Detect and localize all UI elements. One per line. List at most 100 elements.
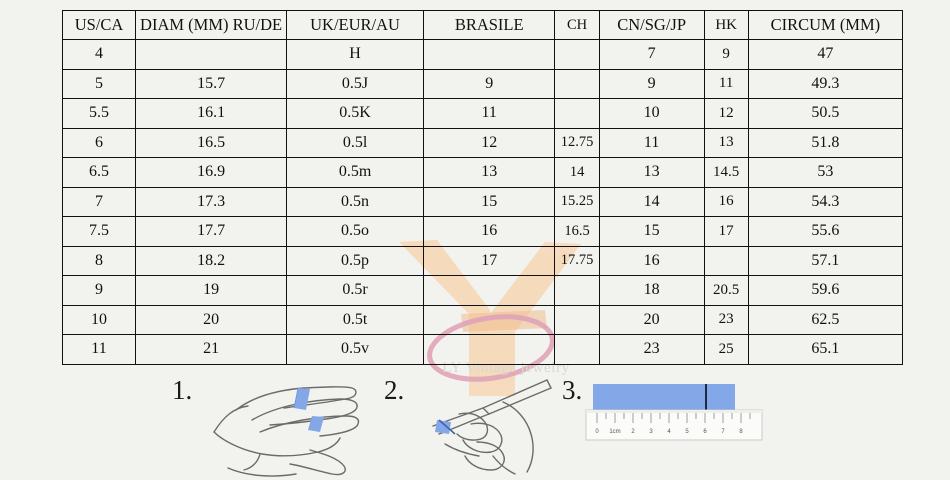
cell-us-ca: 4 (62, 39, 136, 70)
cell-circum: 53 (747, 157, 904, 188)
cell-hk: 11 (703, 68, 749, 99)
cell-ch (554, 334, 600, 365)
cell-uk-eur-au: 0.5n (286, 186, 424, 217)
cell-circum: 65.1 (747, 334, 904, 365)
cell-brasile: 17 (422, 245, 556, 276)
column-header-diam-ru-de: DIAM (MM) RU/DE (134, 10, 288, 40)
cell-cn-sg-jp: 13 (598, 157, 705, 188)
cell-ch (554, 98, 600, 129)
cell-hk: 20.5 (703, 275, 749, 306)
cell-us-ca: 5.5 (62, 98, 136, 129)
ruler-tick-label: 6 (703, 429, 707, 435)
cell-us-ca: 6 (62, 127, 136, 158)
cell-ch (554, 39, 600, 70)
cell-ch (554, 68, 600, 99)
table-row: 6.5 16.9 0.5m 13 14 13 14.5 53 (62, 157, 904, 188)
column-header-hk: HK (703, 10, 749, 40)
cell-ch: 16.5 (554, 216, 600, 247)
cell-brasile (422, 275, 556, 306)
cell-us-ca: 9 (62, 275, 136, 306)
cell-brasile: 16 (422, 216, 556, 247)
step-3-number: 3. (562, 375, 583, 405)
step-2-number: 2. (384, 375, 405, 405)
cell-diam: 16.1 (134, 98, 288, 129)
cell-cn-sg-jp: 18 (598, 275, 705, 306)
cell-circum: 54.3 (747, 186, 904, 217)
cell-ch: 15.25 (554, 186, 600, 217)
column-header-brasile: BRASILE (422, 10, 556, 40)
cell-diam: 21 (134, 334, 288, 365)
table-row: 5.5 16.1 0.5K 11 10 12 50.5 (62, 98, 904, 129)
cell-uk-eur-au: 0.5o (286, 216, 424, 247)
ruler-tick-label: 5 (685, 429, 689, 435)
ring-size-table: US/CA DIAM (MM) RU/DE UK/EUR/AU BRASILE … (62, 10, 904, 365)
cell-hk: 9 (703, 39, 749, 70)
cell-circum: 55.6 (747, 216, 904, 247)
cell-circum: 51.8 (747, 127, 904, 158)
cell-us-ca: 5 (62, 68, 136, 99)
cell-us-ca: 8 (62, 245, 136, 276)
table-row: 7 17.3 0.5n 15 15.25 14 16 54.3 (62, 186, 904, 217)
cell-hk: 12 (703, 98, 749, 129)
cell-uk-eur-au: 0.5K (286, 98, 424, 129)
cell-brasile (422, 334, 556, 365)
cell-circum: 59.6 (747, 275, 904, 306)
table-row: 11 21 0.5v 23 25 65.1 (62, 334, 904, 365)
ruler-tick-label: 8 (739, 429, 743, 435)
cell-brasile: 9 (422, 68, 556, 99)
ruler-tick-label: 4 (667, 429, 671, 435)
ruler-tick-label: 0 (595, 429, 599, 435)
cell-hk: 17 (703, 216, 749, 247)
cell-diam: 19 (134, 275, 288, 306)
cell-cn-sg-jp: 15 (598, 216, 705, 247)
cell-hk: 13 (703, 127, 749, 158)
column-header-us-ca: US/CA (62, 10, 136, 40)
ruler-tick-label: 7 (721, 429, 725, 435)
cell-hk: 23 (703, 304, 749, 335)
cell-brasile (422, 39, 556, 70)
table-row: 7.5 17.7 0.5o 16 16.5 15 17 55.6 (62, 216, 904, 247)
cell-diam (134, 39, 288, 70)
column-header-ch: CH (554, 10, 600, 40)
cell-ch: 12.75 (554, 127, 600, 158)
cell-cn-sg-jp: 7 (598, 39, 705, 70)
cell-diam: 16.9 (134, 157, 288, 188)
step-3-illustration: 0 1cm 2 3 4 5 6 7 8 (585, 378, 765, 458)
column-header-circum: CIRCUM (MM) (747, 10, 904, 40)
cell-uk-eur-au: 0.5t (286, 304, 424, 335)
cell-cn-sg-jp: 9 (598, 68, 705, 99)
cell-ch: 17.75 (554, 245, 600, 276)
cell-brasile: 11 (422, 98, 556, 129)
cell-circum: 62.5 (747, 304, 904, 335)
cell-diam: 16.5 (134, 127, 288, 158)
cell-us-ca: 6.5 (62, 157, 136, 188)
table-row: 5 15.7 0.5J 9 9 11 49.3 (62, 68, 904, 99)
cell-diam: 17.3 (134, 186, 288, 217)
cell-cn-sg-jp: 20 (598, 304, 705, 335)
cell-uk-eur-au: H (286, 39, 424, 70)
cell-circum: 49.3 (747, 68, 904, 99)
cell-brasile: 12 (422, 127, 556, 158)
cell-uk-eur-au: 0.5v (286, 334, 424, 365)
cell-us-ca: 7.5 (62, 216, 136, 247)
cell-circum: 57.1 (747, 245, 904, 276)
cell-diam: 15.7 (134, 68, 288, 99)
cell-hk (703, 245, 749, 276)
cell-diam: 18.2 (134, 245, 288, 276)
cell-cn-sg-jp: 23 (598, 334, 705, 365)
table-row: 8 18.2 0.5p 17 17.75 16 57.1 (62, 245, 904, 276)
cell-uk-eur-au: 0.5p (286, 245, 424, 276)
cell-brasile: 15 (422, 186, 556, 217)
ruler-tick-label: 1cm (609, 429, 620, 435)
table-header-row: US/CA DIAM (MM) RU/DE UK/EUR/AU BRASILE … (62, 10, 904, 40)
cell-hk: 14.5 (703, 157, 749, 188)
cell-diam: 17.7 (134, 216, 288, 247)
cell-us-ca: 10 (62, 304, 136, 335)
cell-us-ca: 11 (62, 334, 136, 365)
cell-hk: 25 (703, 334, 749, 365)
table-row: 6 16.5 0.5l 12 12.75 11 13 51.8 (62, 127, 904, 158)
column-header-cn-sg-jp: CN/SG/JP (598, 10, 705, 40)
cell-uk-eur-au: 0.5J (286, 68, 424, 99)
cell-brasile: 13 (422, 157, 556, 188)
cell-hk: 16 (703, 186, 749, 217)
